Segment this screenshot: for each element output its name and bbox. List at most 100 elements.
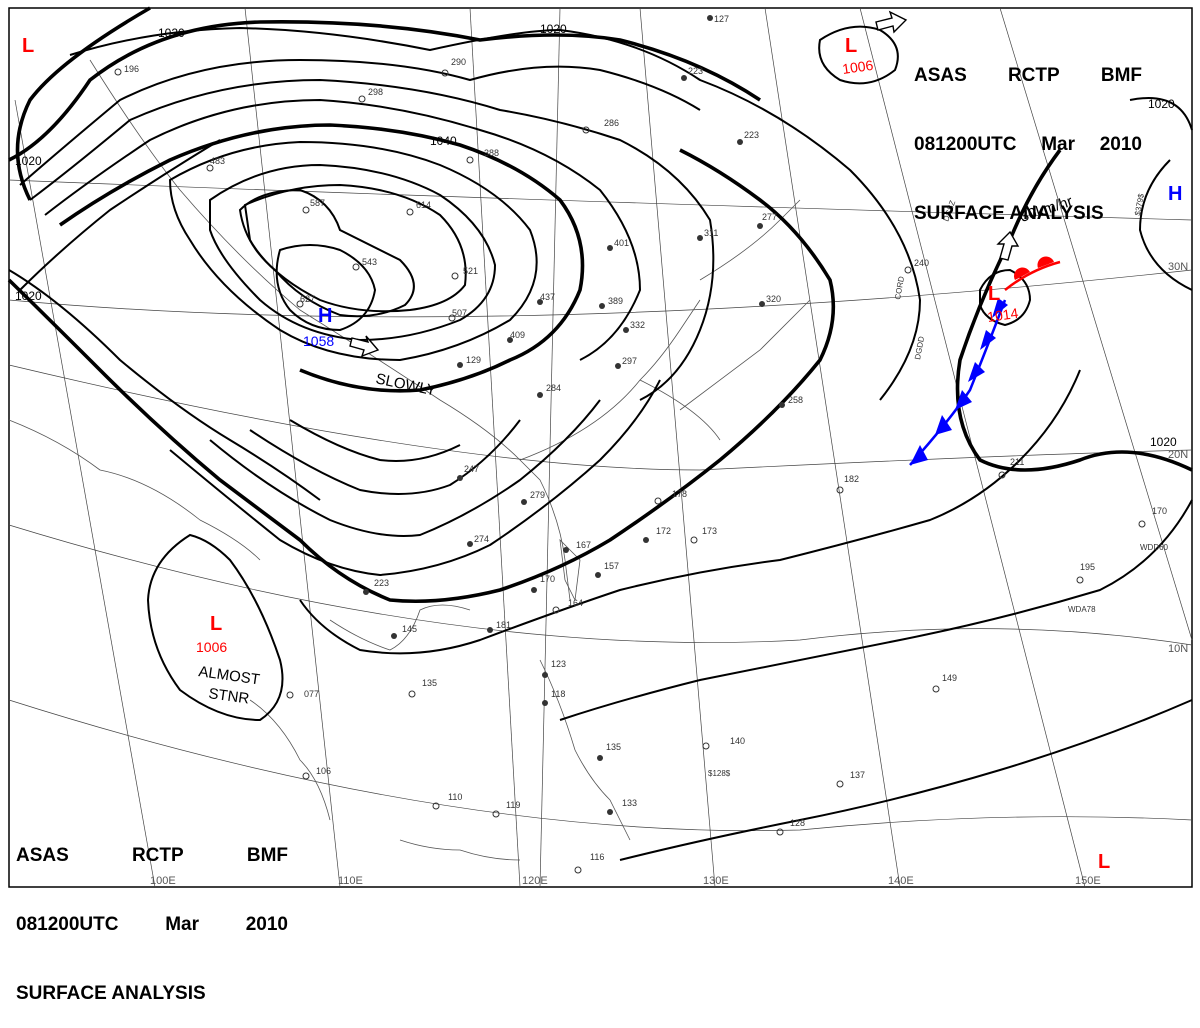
parallel-lines — [8, 179, 1193, 832]
isobar-label: 1020 — [15, 154, 42, 168]
station-plot: 223 — [363, 578, 389, 595]
svg-text:149: 149 — [942, 673, 957, 683]
station-plot: 223 — [681, 66, 703, 81]
svg-text:223: 223 — [374, 578, 389, 588]
isobar-label: 1020 — [1148, 97, 1175, 111]
svg-text:129: 129 — [466, 355, 481, 365]
svg-text:223: 223 — [688, 66, 703, 76]
station-id: $379$ — [1133, 192, 1146, 216]
lon-label: 100E — [150, 875, 176, 887]
longitude-labels: 100E 110E 120E 130E 140E 150E — [150, 875, 1101, 887]
analysis-year: 2010 — [245, 914, 288, 935]
station-plot: 129 — [457, 355, 481, 368]
svg-text:284: 284 — [546, 383, 561, 393]
station-id: $128$ — [708, 769, 731, 778]
station-plot: 127 — [707, 14, 729, 24]
station-plot: 116 — [574, 852, 604, 874]
station-plot: 167 — [563, 540, 591, 553]
svg-text:388: 388 — [484, 148, 499, 158]
station-plot: 587 — [302, 198, 325, 214]
analysis-month: Mar — [1041, 134, 1075, 155]
svg-text:223: 223 — [744, 130, 759, 140]
station-plot: 521 — [451, 266, 478, 280]
cold-front — [909, 298, 1008, 466]
lat-label: 20N — [1168, 449, 1188, 461]
station-plot: 133 — [607, 798, 637, 815]
svg-text:274: 274 — [474, 534, 489, 544]
isobar-label: 1020 — [540, 22, 567, 36]
low-center-1006-north: L 1006 — [841, 10, 908, 77]
svg-text:137: 137 — [850, 770, 865, 780]
latitude-labels: 30N 20N 10N — [1168, 261, 1188, 655]
station-plot: 223 — [737, 130, 759, 145]
station-plot: 119 — [492, 800, 520, 818]
agency-code: ASAS — [914, 65, 967, 86]
low-symbol: L — [210, 613, 222, 635]
station-plot: 388 — [466, 148, 499, 164]
svg-text:133: 133 — [622, 798, 637, 808]
warm-front — [1004, 256, 1061, 291]
station-plot: 409 — [507, 330, 525, 343]
svg-text:145: 145 — [402, 624, 417, 634]
lon-label: 150E — [1075, 875, 1101, 887]
coastlines — [8, 59, 811, 861]
station-plot: 181 — [487, 620, 511, 633]
station-plot: 298 — [358, 87, 383, 103]
svg-text:135: 135 — [606, 742, 621, 752]
station-plot: 106 — [302, 766, 331, 780]
analysis-month: Mar — [165, 914, 199, 935]
svg-text:135: 135 — [422, 678, 437, 688]
station-id: CORD — [893, 275, 906, 300]
low-center-se: L — [1098, 851, 1110, 873]
office-code: BMF — [246, 845, 288, 866]
station-ids: CORD DGDD DCSZ WDA78 WDD60 $128$ $379$ — [708, 192, 1169, 778]
station-plot: 240 — [904, 258, 929, 274]
svg-text:173: 173 — [702, 526, 717, 536]
svg-text:401: 401 — [614, 238, 629, 248]
station-plot: 258 — [779, 395, 803, 408]
station-plot: 145 — [391, 624, 417, 639]
lon-label: 130E — [703, 875, 729, 887]
lon-label: 110E — [338, 875, 363, 887]
station-observations: 196 290 298 286 388 483 587 614 543 521 … — [114, 14, 1167, 874]
agency-code: ASAS — [16, 845, 69, 866]
high-symbol: H — [318, 305, 332, 327]
station-plot: 627 — [296, 294, 315, 308]
svg-text:258: 258 — [788, 395, 803, 405]
station-plot: 311 — [697, 228, 718, 241]
svg-text:119: 119 — [506, 800, 520, 810]
svg-text:178: 178 — [672, 489, 687, 499]
station-id: WDA78 — [1068, 605, 1096, 614]
lon-label: 120E — [522, 875, 548, 887]
svg-text:332: 332 — [630, 320, 645, 330]
station-plot: 196 — [114, 64, 139, 76]
meridian-lines — [14, 7, 1193, 888]
svg-text:320: 320 — [766, 294, 781, 304]
station-plot: 149 — [932, 673, 957, 693]
header-bottom: ASAS RCTP BMF 081200UTC Mar 2010 SURFACE… — [16, 798, 288, 1028]
station-plot: 195 — [1076, 562, 1095, 584]
svg-text:182: 182 — [844, 474, 859, 484]
station-plot: 182 — [836, 474, 859, 494]
high-symbol: H — [1168, 183, 1182, 205]
svg-text:128: 128 — [790, 818, 805, 828]
motion-arrow-icon — [875, 10, 908, 34]
station-plot: 172 — [643, 526, 671, 543]
isobar-label: 1020 — [1150, 435, 1177, 449]
svg-text:389: 389 — [608, 296, 623, 306]
svg-text:279: 279 — [530, 490, 545, 500]
lat-label: 10N — [1168, 643, 1188, 655]
product-name: SURFACE ANALYSIS — [16, 983, 206, 1004]
station-plot: 211 — [998, 457, 1024, 479]
station-plot: 614 — [406, 200, 431, 216]
svg-text:521: 521 — [463, 266, 478, 276]
station-plot: 170 — [1138, 506, 1167, 528]
station-plot: 284 — [537, 383, 561, 398]
motion-arrow-icon — [996, 230, 1020, 261]
svg-text:157: 157 — [604, 561, 619, 571]
low-symbol: L — [1098, 851, 1110, 873]
lon-label: 140E — [888, 875, 914, 887]
station-plot: 077 — [286, 689, 319, 699]
station-id: WDD60 — [1140, 543, 1169, 552]
svg-text:286: 286 — [604, 118, 619, 128]
